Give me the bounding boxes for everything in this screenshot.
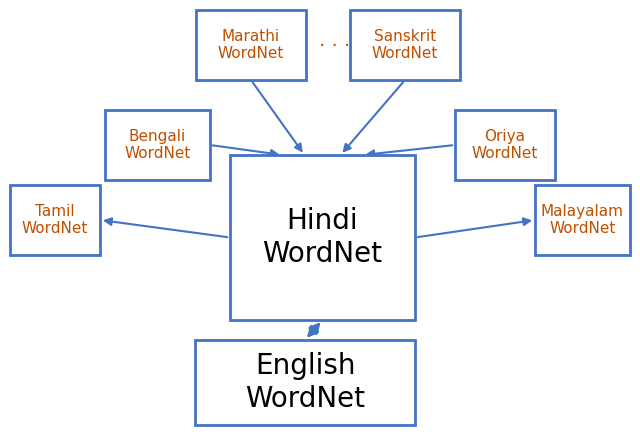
Text: Tamil
WordNet: Tamil WordNet xyxy=(22,204,88,236)
FancyBboxPatch shape xyxy=(350,10,460,80)
Text: Malayalam
WordNet: Malayalam WordNet xyxy=(541,204,624,236)
Text: Sanskrit
WordNet: Sanskrit WordNet xyxy=(372,29,438,61)
FancyBboxPatch shape xyxy=(535,185,630,255)
FancyBboxPatch shape xyxy=(10,185,100,255)
FancyBboxPatch shape xyxy=(230,155,415,320)
Text: Marathi
WordNet: Marathi WordNet xyxy=(218,29,284,61)
FancyBboxPatch shape xyxy=(105,110,210,180)
FancyBboxPatch shape xyxy=(455,110,555,180)
Text: Bengali
WordNet: Bengali WordNet xyxy=(124,129,191,161)
Text: Hindi
WordNet: Hindi WordNet xyxy=(262,207,383,268)
Text: English
WordNet: English WordNet xyxy=(245,352,365,413)
Text: Oriya
WordNet: Oriya WordNet xyxy=(472,129,538,161)
FancyBboxPatch shape xyxy=(196,10,306,80)
FancyBboxPatch shape xyxy=(195,340,415,425)
Text: · · ·: · · · xyxy=(319,37,351,57)
